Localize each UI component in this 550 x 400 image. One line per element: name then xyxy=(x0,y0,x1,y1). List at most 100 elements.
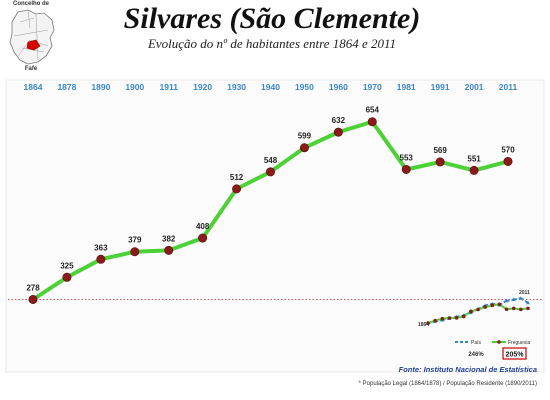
data-label: 278 xyxy=(26,283,40,292)
data-point xyxy=(265,167,275,177)
line-segment xyxy=(64,257,103,280)
year-label: 1950 xyxy=(295,82,314,92)
line-segment xyxy=(200,186,239,241)
inset-pct-freguesia: 205% xyxy=(506,352,525,359)
inset-pais-point xyxy=(504,298,509,303)
series-markers xyxy=(28,117,513,304)
data-label: 548 xyxy=(264,156,278,165)
locator-map: Concelho de Fafe xyxy=(9,1,55,72)
inset-freguesia-point xyxy=(426,321,430,325)
line-segment xyxy=(472,159,510,173)
map-label-1: Concelho de xyxy=(13,1,50,7)
data-point xyxy=(299,143,309,153)
inset-pct-freguesia-box xyxy=(502,347,527,360)
line-segment xyxy=(132,248,171,254)
inset-freguesia-point xyxy=(504,307,509,312)
inset-freguesia-point xyxy=(454,316,459,320)
line-segment xyxy=(31,275,69,302)
source-text: Fonte: Instituto Nacional de Estatística xyxy=(399,365,537,374)
value-labels: 278 325 363 379 382 408 512 548 599 632 654 553 569 5… xyxy=(26,106,515,293)
data-point xyxy=(62,272,72,282)
line-segment xyxy=(166,236,205,253)
data-label: 570 xyxy=(501,145,515,154)
data-point xyxy=(96,254,106,264)
inset-freguesia-point xyxy=(519,307,523,312)
data-label: 569 xyxy=(433,146,447,155)
page-subtitle: Evolução do nº de habitantes entre 1864 … xyxy=(147,36,396,51)
data-label: 632 xyxy=(332,116,346,125)
inset-freguesia-point xyxy=(447,316,452,320)
inset-freguesia-point xyxy=(511,306,516,311)
year-label: 2011 xyxy=(499,82,518,92)
data-point xyxy=(367,117,377,127)
year-label: 1864 xyxy=(24,82,43,92)
map-outline xyxy=(9,9,55,65)
data-label: 325 xyxy=(60,261,74,270)
data-point xyxy=(503,156,513,166)
inset-freguesia-point xyxy=(526,306,530,311)
data-label: 512 xyxy=(230,173,244,182)
data-label: 363 xyxy=(94,243,108,252)
inset-pais-point xyxy=(518,296,523,300)
year-label: 2001 xyxy=(465,82,484,92)
year-label: 1930 xyxy=(227,82,246,92)
year-label: 1940 xyxy=(261,82,280,92)
inset-legend-pais: País xyxy=(471,340,482,346)
data-point xyxy=(435,157,445,167)
map-highlight-parish xyxy=(26,39,41,51)
inset-pct-pais: 246% xyxy=(468,352,484,358)
inset-legend-freguesia: Freguesia xyxy=(508,340,530,346)
data-label: 379 xyxy=(128,236,142,245)
inset-legend-freguesia-marker xyxy=(497,340,501,344)
series-line xyxy=(31,119,510,302)
line-segment xyxy=(370,119,409,172)
inset-pais-point xyxy=(511,297,516,302)
inset-freguesia-point xyxy=(490,303,495,308)
inset-label-end: 2011 xyxy=(519,290,530,296)
year-label: 1970 xyxy=(363,82,382,92)
page-title: Silvares (São Clemente) xyxy=(124,2,421,35)
data-label: 551 xyxy=(467,154,481,163)
data-label: 553 xyxy=(400,153,414,162)
line-segment xyxy=(98,249,137,262)
inset-label-start: 1864 xyxy=(418,322,429,328)
data-label: 408 xyxy=(196,222,210,231)
line-segment xyxy=(336,119,375,135)
line-segment xyxy=(438,159,477,173)
inset-freguesia-point xyxy=(476,307,480,312)
data-point xyxy=(198,233,208,243)
inset-freguesia-point xyxy=(461,314,466,319)
inset-freguesia-point xyxy=(433,318,437,323)
year-label: 1890 xyxy=(91,82,110,92)
map-label-2: Fafe xyxy=(25,66,38,72)
inset-freguesia-point xyxy=(497,302,502,307)
data-point xyxy=(232,184,242,194)
data-point xyxy=(164,245,174,255)
year-label: 1878 xyxy=(57,82,76,92)
year-label: 1900 xyxy=(125,82,144,92)
year-label: 1960 xyxy=(329,82,348,92)
inset-pais-point xyxy=(526,300,530,305)
year-label: 1981 xyxy=(397,82,416,92)
line-segment xyxy=(302,130,341,150)
data-point xyxy=(28,294,38,304)
inset-freguesia-point xyxy=(483,305,487,309)
inset-series xyxy=(426,296,530,325)
data-point xyxy=(469,165,479,175)
data-point xyxy=(401,164,411,174)
year-label: 1991 xyxy=(431,82,450,92)
line-segment xyxy=(234,169,273,191)
footnote-text: * População Legal (1864/1878) / Populaçã… xyxy=(359,381,537,387)
data-label: 599 xyxy=(298,132,312,141)
inset-freguesia-point xyxy=(469,309,473,314)
line-segment xyxy=(404,159,443,172)
year-label: 1920 xyxy=(193,82,212,92)
data-label: 382 xyxy=(162,234,176,243)
line-segment xyxy=(268,145,307,174)
inset-chart: 1864 2011 País Freguesia 246% 205% xyxy=(418,290,530,360)
year-labels: 1864 1878 1890 1900 1911 1920 1930 1940 1950 1960… xyxy=(24,82,518,92)
data-point xyxy=(333,127,343,137)
chart-panel xyxy=(5,79,545,373)
inset-freguesia-point xyxy=(440,316,445,321)
